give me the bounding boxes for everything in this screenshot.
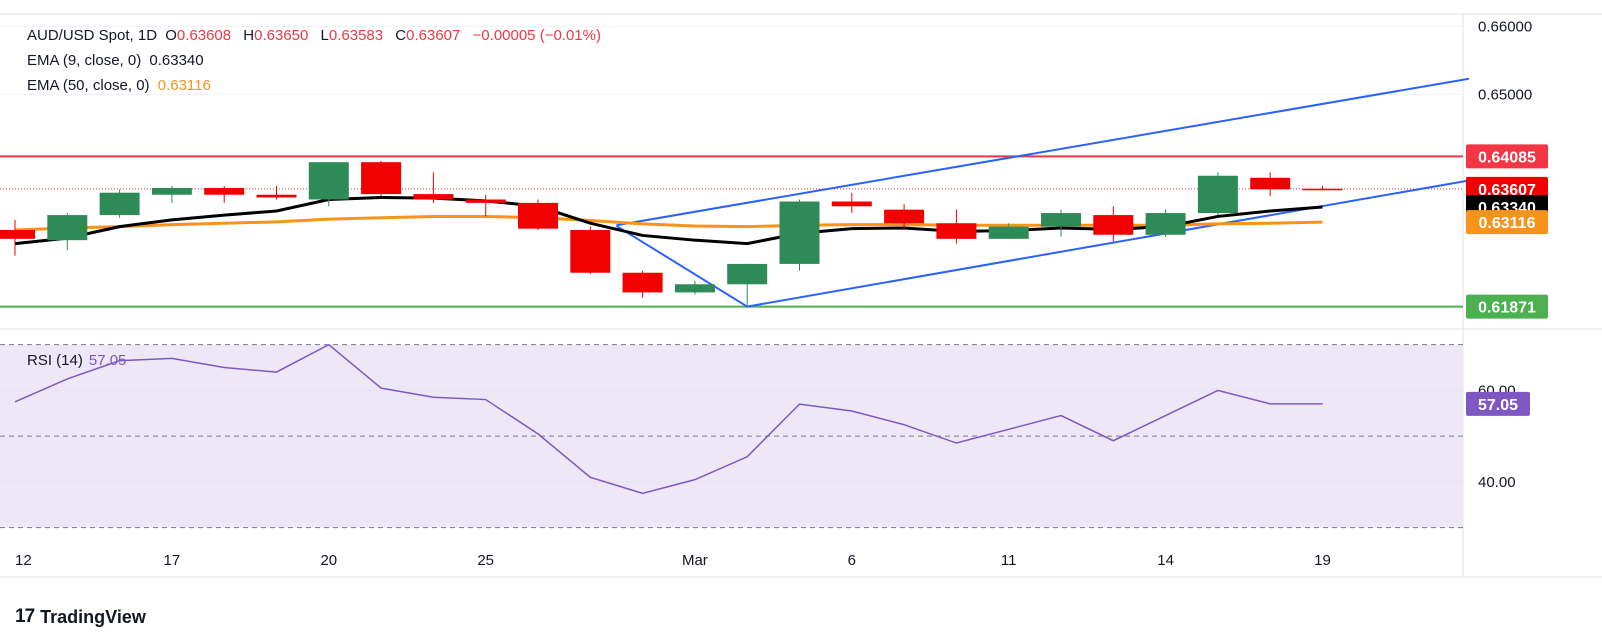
time-tick-label: Mar bbox=[682, 552, 708, 569]
candle-body bbox=[518, 202, 558, 229]
last-badge-label: 0.63607 bbox=[1478, 182, 1536, 199]
rsi-label: RSI (14) bbox=[27, 352, 83, 369]
low-label: L bbox=[320, 27, 329, 44]
rsi-line bbox=[14, 343, 1323, 495]
candle-body bbox=[622, 272, 663, 293]
ema50-badge bbox=[1466, 210, 1548, 235]
ema50-value: 0.63116 bbox=[157, 77, 211, 94]
close-value: 0.63607 bbox=[406, 27, 461, 44]
high-value: 0.63650 bbox=[254, 27, 309, 44]
candle-body bbox=[361, 162, 402, 195]
time-tick-label: 19 bbox=[1314, 552, 1331, 569]
candle-body bbox=[674, 284, 715, 293]
rsi-current-badge-label: 57.05 bbox=[1478, 397, 1518, 414]
candle-body bbox=[465, 199, 506, 203]
time-tick-label: 14 bbox=[1157, 552, 1174, 569]
candle-body bbox=[936, 223, 977, 239]
time-tick-label: 17 bbox=[164, 552, 181, 569]
candle-body bbox=[570, 230, 611, 273]
ema50-label: EMA (50, close, 0) bbox=[27, 77, 150, 94]
candle-body bbox=[151, 187, 192, 195]
candle-body bbox=[308, 162, 349, 200]
price-tick-label: 0.65000 bbox=[1478, 86, 1532, 103]
open-value: 0.63608 bbox=[176, 27, 232, 44]
candle-body bbox=[0, 230, 35, 239]
candle-body bbox=[204, 187, 245, 195]
candle-body bbox=[1093, 215, 1134, 235]
rsi-legend: RSI (14) 57.05 bbox=[27, 352, 126, 369]
candle-body bbox=[831, 201, 872, 207]
price-tick-label: 0.66000 bbox=[1478, 19, 1532, 36]
tradingview-logo-icon: 17 bbox=[15, 606, 35, 627]
ema50-legend: EMA (50, close, 0) 0.63116 bbox=[27, 77, 215, 94]
time-tick-label: 12 bbox=[15, 552, 32, 569]
ema9-legend: EMA (9, close, 0) 0.63340 bbox=[27, 52, 208, 69]
candle-body bbox=[47, 215, 88, 241]
candle-body bbox=[1302, 188, 1343, 191]
candle-body bbox=[884, 209, 925, 224]
time-tick-label: 25 bbox=[477, 552, 494, 569]
time-tick-label: 20 bbox=[320, 552, 337, 569]
last-badge bbox=[1466, 176, 1548, 201]
ohlc-legend: AUD/USD Spot, 1D O0.63608 H0.63650 L0.63… bbox=[27, 27, 605, 44]
change-value: −0.00005 (−0.01%) bbox=[472, 27, 601, 44]
resistance-badge-label: 0.64085 bbox=[1478, 149, 1536, 166]
tradingview-brand[interactable]: 17 TradingView bbox=[15, 606, 146, 628]
ema9-label: EMA (9, close, 0) bbox=[27, 52, 142, 69]
candle-body bbox=[1041, 213, 1081, 227]
support-badge bbox=[1466, 294, 1548, 319]
ema50-badge-label: 0.63116 bbox=[1479, 215, 1536, 232]
candle-body bbox=[413, 194, 454, 200]
candle-body bbox=[727, 263, 768, 285]
resistance-badge bbox=[1466, 144, 1548, 169]
candle-body bbox=[779, 201, 820, 264]
ema9-value: 0.63340 bbox=[149, 52, 204, 69]
candle-body bbox=[256, 194, 297, 198]
channel-upper-line bbox=[616, 77, 1470, 227]
open-label: O bbox=[165, 27, 177, 44]
brand-name: TradingView bbox=[40, 606, 146, 627]
time-tick-label: 11 bbox=[1001, 552, 1017, 569]
candle-body bbox=[988, 226, 1029, 239]
candle-body bbox=[1197, 175, 1238, 214]
candle-body bbox=[1250, 177, 1291, 190]
candle-body bbox=[99, 192, 140, 216]
rsi-current-badge bbox=[1466, 391, 1530, 416]
rsi-value: 57.05 bbox=[88, 352, 127, 369]
high-label: H bbox=[243, 27, 255, 44]
symbol-label: AUD/USD Spot, 1D bbox=[27, 27, 158, 44]
rsi-tick-label: 40.00 bbox=[1478, 474, 1516, 491]
support-badge-label: 0.61871 bbox=[1478, 300, 1536, 317]
candle-body bbox=[1145, 213, 1186, 235]
close-label: C bbox=[395, 27, 407, 44]
time-tick-label: 6 bbox=[848, 552, 856, 569]
low-value: 0.63583 bbox=[328, 27, 384, 44]
